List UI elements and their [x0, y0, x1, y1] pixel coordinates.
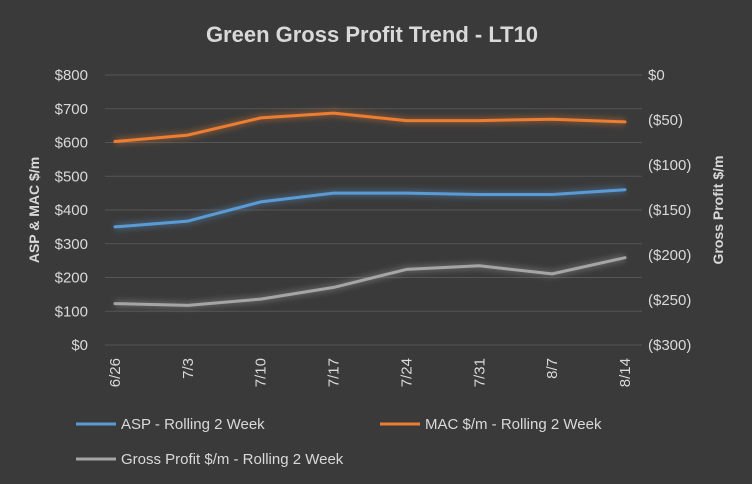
x-tick-label: 7/3 [180, 358, 197, 379]
x-axis-ticks: 6/26 7/3 7/10 7/17 7/24 7/31 8/7 8/14 [107, 358, 634, 387]
left-tick-label: $800 [55, 67, 88, 84]
x-tick-label: 7/17 [326, 358, 343, 387]
series-glow [114, 254, 626, 309]
legend-label: ASP - Rolling 2 Week [121, 416, 265, 433]
legend-label: Gross Profit $/m - Rolling 2 Week [121, 451, 344, 468]
x-tick-label: 7/10 [253, 358, 270, 387]
right-axis-ticks: ($300) ($250) ($200) ($150) ($100) ($50) $0 [648, 67, 691, 354]
right-axis-label: Gross Profit $/m [710, 156, 726, 265]
right-tick-label: ($50) [648, 112, 683, 129]
right-tick-label: ($100) [648, 157, 691, 174]
x-tick-label: 6/26 [107, 358, 124, 387]
left-tick-label: $700 [55, 101, 88, 118]
chart-title: Green Gross Profit Trend - LT10 [206, 22, 538, 47]
series-line-3 [113, 256, 627, 307]
x-tick-label: 7/31 [471, 358, 488, 387]
right-tick-label: ($150) [648, 202, 691, 219]
x-tick-label: 7/24 [398, 358, 415, 387]
gridlines [105, 74, 642, 346]
left-axis-label: ASP & MAC $/m [26, 157, 42, 263]
left-tick-label: $100 [55, 303, 88, 320]
left-tick-label: $600 [55, 135, 88, 152]
x-tick-label: 8/14 [617, 358, 634, 387]
left-tick-label: $500 [55, 168, 88, 185]
left-tick-label: $200 [55, 270, 88, 287]
right-tick-label: ($200) [648, 247, 691, 264]
right-tick-label: $0 [648, 67, 665, 84]
series-lines [113, 109, 627, 309]
x-tick-label: 8/7 [544, 358, 561, 379]
series-line-2 [113, 111, 627, 143]
left-tick-label: $400 [55, 202, 88, 219]
legend-label: MAC $/m - Rolling 2 Week [425, 416, 602, 433]
left-axis-ticks: $0 $100 $200 $300 $400 $500 $600 $700 $800 [55, 67, 88, 354]
legend: ASP - Rolling 2 Week MAC $/m - Rolling 2 … [76, 416, 602, 468]
right-tick-label: ($300) [648, 337, 691, 354]
series-line-1 [113, 188, 627, 229]
right-tick-label: ($250) [648, 292, 691, 309]
left-tick-label: $300 [55, 236, 88, 253]
left-tick-label: $0 [71, 337, 88, 354]
